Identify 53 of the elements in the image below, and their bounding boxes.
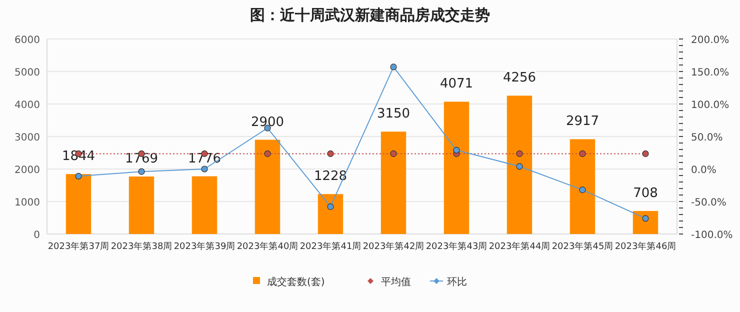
bar xyxy=(570,139,596,234)
data-label: 2900 xyxy=(250,114,284,130)
x-tick-label: 2023年第37周 xyxy=(48,241,110,252)
y2-tick-label: 50.0% xyxy=(691,132,723,144)
data-label: 4256 xyxy=(502,70,536,86)
legend-label: 平均值 xyxy=(381,276,411,288)
point xyxy=(516,163,523,170)
y2-tick-label: -50.0% xyxy=(691,198,726,208)
bar xyxy=(192,176,218,234)
point xyxy=(327,203,334,210)
point xyxy=(201,166,208,172)
y2-tick-label: 150.0% xyxy=(691,68,730,78)
y-tick-label: 1000 xyxy=(14,198,40,208)
x-tick-label: 2023年第44周 xyxy=(488,241,550,252)
legend-label: 环比 xyxy=(447,276,467,288)
y2-tick-label: 0.0% xyxy=(691,165,716,176)
y-tick-label: 2000 xyxy=(14,165,40,176)
y-tick-label: 4000 xyxy=(14,100,40,111)
point xyxy=(138,168,145,175)
bar xyxy=(254,140,280,234)
data-label: 4071 xyxy=(440,76,474,92)
x-tick-label: 2023年第40周 xyxy=(236,241,298,252)
x-tick-label: 2023年第38周 xyxy=(110,241,172,252)
data-label: 3150 xyxy=(376,106,410,122)
data-label: 2917 xyxy=(566,114,600,130)
y-tick-label: 5000 xyxy=(14,68,40,78)
y2-tick-label: 100.0% xyxy=(691,100,730,111)
y2-tick-label: -100.0% xyxy=(691,230,733,241)
point xyxy=(579,186,586,194)
data-label: 708 xyxy=(633,186,658,201)
point xyxy=(390,64,397,70)
legend-label: 成交套数(套) xyxy=(267,276,325,288)
x-tick-label: 2023年第41周 xyxy=(300,241,362,252)
bar xyxy=(506,96,532,234)
chart-title: 图：近十周武汉新建商品房成交走势 xyxy=(250,6,490,24)
point xyxy=(642,215,649,222)
point xyxy=(453,146,460,154)
y-tick-label: 0 xyxy=(34,230,40,241)
x-tick-label: 2023年第42周 xyxy=(362,241,424,252)
bar xyxy=(128,176,154,234)
bar xyxy=(66,174,92,234)
bar xyxy=(318,194,344,234)
x-tick-label: 2023年第46周 xyxy=(614,241,676,252)
bar xyxy=(632,210,658,234)
y-tick-label: 3000 xyxy=(14,132,40,144)
x-tick-label: 2023年第39周 xyxy=(174,241,236,252)
y-tick-label: 6000 xyxy=(14,35,40,46)
y2-tick-label: 200.0% xyxy=(691,35,730,46)
bar xyxy=(380,132,406,234)
point xyxy=(75,172,82,180)
x-tick-label: 2023年第43周 xyxy=(426,241,488,252)
x-tick-label: 2023年第45周 xyxy=(552,241,614,252)
bar xyxy=(444,102,470,234)
